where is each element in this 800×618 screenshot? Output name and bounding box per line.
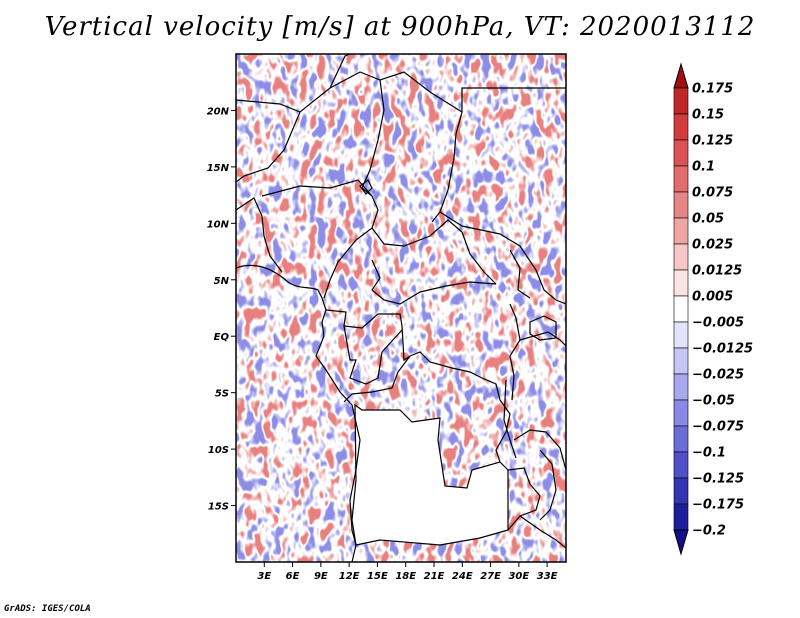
colorbar-swatch <box>673 477 689 505</box>
lon-tick-label: 21E <box>424 571 445 582</box>
colorbar-label: 0.15 <box>692 108 724 123</box>
border-congo-drc <box>343 325 411 403</box>
colorbar-label: −0.0125 <box>692 342 753 357</box>
colorbar-label: −0.05 <box>692 394 735 409</box>
colorbar-label: −0.005 <box>692 316 744 331</box>
border-drc-east <box>409 351 511 463</box>
colorbar-swatch <box>673 399 689 427</box>
border-south-sudan <box>439 211 566 305</box>
border-gabon-congo <box>343 325 403 385</box>
colorbar-max-triangle <box>673 62 689 89</box>
colorbar-label: 0.075 <box>692 186 733 201</box>
lake-malawi <box>539 449 557 521</box>
colorbar-label: 0.175 <box>692 82 733 97</box>
colorbar-swatch <box>673 243 689 271</box>
border-car-north <box>371 219 497 285</box>
colorbar-label: −0.025 <box>692 368 744 383</box>
lake-tanganyika <box>503 379 517 459</box>
colorbar-label: 0.1 <box>692 160 715 175</box>
colorbar-swatch <box>673 321 689 349</box>
colorbar-swatch <box>673 295 689 323</box>
colorbar: 0.175 0.15 0.125 0.1 0.075 0.05 0.025 0.0125 0.0… <box>673 62 753 556</box>
lon-tick-label: 33E <box>537 571 558 582</box>
lake-chad <box>359 179 373 195</box>
border-benin <box>236 197 283 273</box>
map-title: Vertical velocity [m/s] at 900hPa, VT: 2… <box>44 12 756 42</box>
coastline-west <box>236 264 361 562</box>
lon-tick-label: 18E <box>395 571 416 582</box>
border-sudan-ethiopia <box>509 249 531 299</box>
colorbar-label: 0.05 <box>692 212 724 227</box>
lon-tick-label: 24E <box>452 571 473 582</box>
colorbar-swatch <box>673 113 689 141</box>
country-borders <box>236 54 566 562</box>
border-gabon-north <box>325 309 403 329</box>
colorbar-swatch <box>673 191 689 219</box>
colorbar-label: −0.175 <box>692 498 744 513</box>
colorbar-label: −0.1 <box>692 446 726 461</box>
map-panel: 20N 15N 10N 5N EQ 5S 10S 15S 3E 6E 9E 12E 15E 18E 21E… <box>207 53 567 582</box>
border-tanzania-south <box>513 429 566 471</box>
colorbar-label: 0.005 <box>692 290 733 305</box>
border-north <box>236 71 463 223</box>
border-nw <box>236 111 301 183</box>
colorbar-swatch <box>673 165 689 193</box>
colorbar-swatch <box>673 87 689 115</box>
longitude-axis: 3E 6E 9E 12E 15E 18E 21E 24E 27E 30E 33E <box>257 562 558 582</box>
border-uganda <box>509 303 521 401</box>
colorbar-label: 0.0125 <box>692 264 742 279</box>
colorbar-label: 0.025 <box>692 238 733 253</box>
colorbar-min-triangle <box>673 529 689 556</box>
lon-tick-label: 27E <box>480 571 501 582</box>
lon-tick-label: 3E <box>257 571 271 582</box>
colorbar-swatch <box>673 373 689 401</box>
lon-tick-label: 15E <box>367 571 388 582</box>
map-frame <box>235 53 567 563</box>
colorbar-label: −0.075 <box>692 420 744 435</box>
border-nigeria-cameroon <box>323 227 373 299</box>
border-mozambique <box>519 515 566 549</box>
lat-tick-label: 20N <box>207 106 230 117</box>
grads-credit: GrADS: IGES/COLA <box>4 604 91 614</box>
lat-tick-label: EQ <box>214 332 230 343</box>
lat-tick-label: 5S <box>215 389 229 400</box>
colorbar-swatch <box>673 503 689 531</box>
border-niger-nigeria <box>261 179 373 197</box>
lat-tick-label: 5N <box>214 276 230 287</box>
colorbar-swatch <box>673 217 689 245</box>
colorbar-swatch <box>673 425 689 453</box>
lake-victoria <box>529 315 557 341</box>
lat-tick-label: 15N <box>207 163 230 174</box>
lon-tick-label: 12E <box>339 571 360 582</box>
colorbar-swatch <box>673 139 689 167</box>
lat-tick-label: 10N <box>207 219 230 230</box>
lon-tick-label: 6E <box>286 571 300 582</box>
colorbar-swatch <box>673 451 689 479</box>
lon-tick-label: 9E <box>314 571 328 582</box>
lon-tick-label: 30E <box>508 571 529 582</box>
lat-tick-label: 15S <box>208 502 229 513</box>
colorbar-label: −0.125 <box>692 472 744 487</box>
border-car-south <box>371 259 497 305</box>
colorbar-label: 0.125 <box>692 134 733 149</box>
border-chad-niger <box>361 79 385 229</box>
latitude-axis: 20N 15N 10N 5N EQ 5S 10S 15S <box>207 106 236 513</box>
border-egypt-sudan <box>461 87 566 112</box>
colorbar-swatch <box>673 347 689 375</box>
colorbar-swatch <box>673 269 689 297</box>
colorbar-label: −0.2 <box>692 524 726 539</box>
lat-tick-label: 10S <box>208 445 229 456</box>
